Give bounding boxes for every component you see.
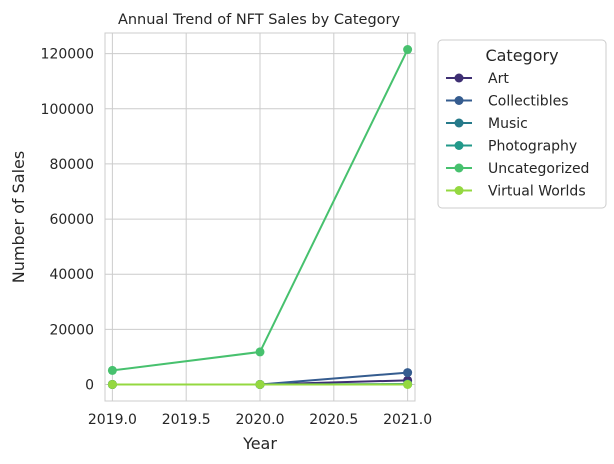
legend-frame <box>437 39 607 209</box>
y-tick-label: 60000 <box>49 212 94 228</box>
x-axis-ticks: 2019.0 2019.5 2020.0 2020.5 2021.0 <box>88 412 432 428</box>
y-axis-label: Number of Sales <box>9 151 28 283</box>
legend-marker-music <box>454 118 464 128</box>
legend-marker-photography <box>454 141 464 150</box>
legend-title: Category <box>485 46 558 65</box>
legend-marker-virtual-worlds <box>454 186 464 195</box>
legend-label-art: Art <box>488 71 509 87</box>
series-layer <box>107 45 413 389</box>
legend-item-virtual-worlds: Virtual Worlds <box>446 184 586 200</box>
series-uncategorized <box>107 45 413 375</box>
legend-label-collectibles: Collectibles <box>488 94 569 110</box>
legend-label-uncategorized: Uncategorized <box>488 161 589 177</box>
x-tick-label: 2021.0 <box>383 412 432 428</box>
series-virtual-worlds <box>107 379 413 389</box>
plot-grid <box>105 33 415 401</box>
legend-marker-collectibles <box>454 96 464 105</box>
legend-label-music: Music <box>488 116 528 132</box>
legend-item-music: Music <box>446 116 528 132</box>
legend-label-virtual-worlds: Virtual Worlds <box>488 184 586 200</box>
x-tick-label: 2020.0 <box>236 412 285 428</box>
y-tick-label: 100000 <box>41 102 94 118</box>
data-point-uncategorized <box>403 45 413 55</box>
x-tick-label: 2019.5 <box>162 412 211 428</box>
data-point-uncategorized <box>255 347 265 357</box>
legend-marker-art <box>454 73 464 83</box>
legend-label-photography: Photography <box>488 139 577 155</box>
y-tick-label: 40000 <box>49 267 94 283</box>
legend: Category Art Collectibles Music Photography… <box>437 39 607 209</box>
y-tick-label: 20000 <box>49 322 94 338</box>
legend-items: Art Collectibles Music Photography Uncategor… <box>446 71 589 200</box>
data-point-virtual-worlds <box>255 379 265 389</box>
legend-marker-uncategorized <box>454 163 464 173</box>
data-point-virtual-worlds <box>107 379 117 389</box>
plot-area-frame <box>104 32 416 402</box>
y-tick-label: 120000 <box>41 47 94 63</box>
data-point-uncategorized <box>107 365 117 375</box>
y-tick-label: 0 <box>85 377 94 393</box>
y-tick-label: 80000 <box>49 157 94 173</box>
chart-title: Annual Trend of NFT Sales by Category <box>118 12 401 28</box>
data-point-virtual-worlds <box>403 379 413 389</box>
legend-item-photography: Photography <box>446 139 577 155</box>
x-tick-label: 2019.0 <box>88 412 137 428</box>
x-axis-label: Year <box>242 434 277 453</box>
legend-item-art: Art <box>446 71 509 87</box>
x-tick-label: 2020.5 <box>309 412 358 428</box>
legend-item-uncategorized: Uncategorized <box>446 161 589 177</box>
y-axis-ticks: 0 20000 40000 60000 80000 100000 120000 <box>41 47 94 394</box>
legend-item-collectibles: Collectibles <box>446 94 569 110</box>
data-point-collectibles <box>403 368 413 378</box>
